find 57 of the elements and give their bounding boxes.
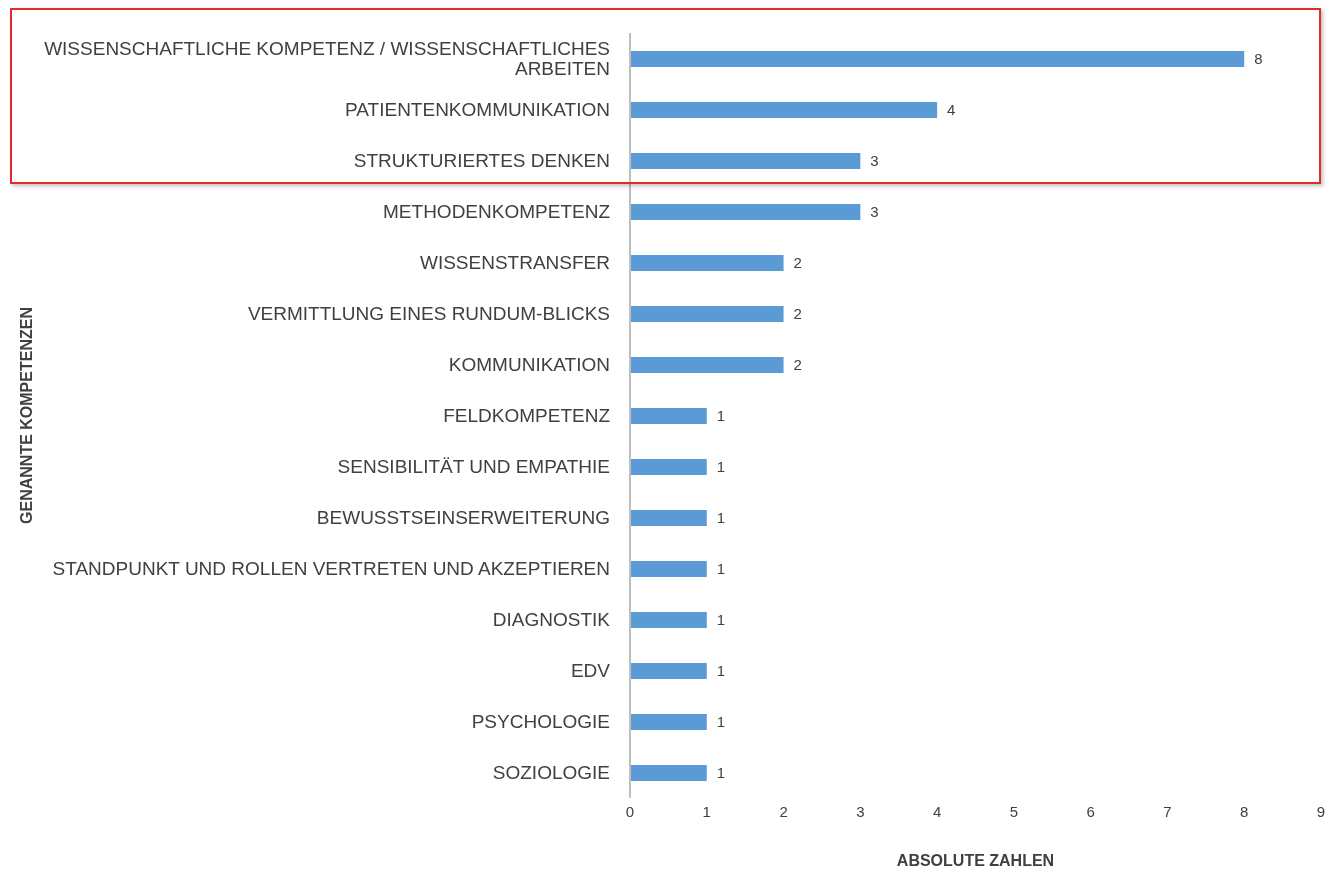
data-label: 3: [870, 203, 879, 221]
x-tick-label: 9: [1316, 802, 1326, 820]
y-tick-label: BEWUSSTSEINSERWEITERUNG: [316, 506, 610, 528]
data-label: 1: [716, 407, 726, 425]
x-tick-label: 0: [625, 802, 635, 820]
bar: [630, 510, 707, 526]
data-label: 1: [716, 560, 726, 578]
y-axis-title: GENANNTE KOMPETENZEN: [17, 307, 35, 524]
x-axis-title: ABSOLUTE ZAHLEN: [896, 852, 1055, 869]
y-tick-label: SENSIBILITÄT UND EMPATHIE: [337, 455, 610, 477]
x-tick-label: 5: [1009, 802, 1019, 820]
bar: [630, 153, 861, 169]
x-tick-label: 2: [779, 802, 788, 820]
data-label: 3: [870, 152, 879, 170]
y-tick-label: WISSENSCHAFTLICHE KOMPETENZ / WISSENSCHAFTLICHES ARBEITEN: [44, 37, 610, 79]
data-label: 2: [793, 305, 802, 323]
y-tick-label: DIAGNOSTIK: [492, 608, 611, 630]
y-tick-label: PSYCHOLOGIE: [471, 710, 610, 732]
data-label: 1: [716, 764, 726, 782]
bar: [630, 714, 707, 730]
x-tick-label: 7: [1163, 802, 1172, 820]
bar: [630, 102, 938, 118]
x-tick-label: 8: [1240, 802, 1249, 820]
bar: [630, 612, 707, 628]
bar: [630, 408, 707, 424]
y-tick-label: SOZIOLOGIE: [492, 761, 610, 783]
bar: [630, 204, 861, 220]
y-tick-label: STRUKTURIERTES DENKEN: [353, 149, 610, 171]
bar: [630, 51, 1245, 67]
bar: [630, 357, 784, 373]
data-label: 1: [716, 458, 726, 476]
data-label: 8: [1254, 50, 1263, 68]
y-tick-label: PATIENTENKOMMUNIKATION: [345, 98, 610, 120]
x-tick-label: 6: [1086, 802, 1095, 820]
data-label: 1: [716, 662, 726, 680]
y-tick-label: STANDPUNKT UND ROLLEN VERTRETEN UND AKZEPTIEREN: [52, 557, 610, 579]
bar: [630, 306, 784, 322]
data-label: 2: [793, 356, 802, 374]
y-tick-label: EDV: [570, 659, 611, 681]
bar: [630, 561, 707, 577]
x-tick-label: 3: [856, 802, 865, 820]
y-tick-label: KOMMUNIKATION: [448, 353, 610, 375]
y-tick-label: FELDKOMPETENZ: [443, 404, 611, 426]
bar: [630, 663, 707, 679]
data-label: 1: [716, 611, 726, 629]
data-label: 1: [716, 713, 726, 731]
y-tick-label: VERMITTLUNG EINES RUNDUM-BLICKS: [247, 302, 610, 324]
data-label: 1: [716, 509, 726, 527]
bar: [630, 255, 784, 271]
y-tick-label: METHODENKOMPETENZ: [383, 200, 611, 222]
x-tick-label: 4: [932, 802, 942, 820]
bar: [630, 459, 707, 475]
bar: [630, 765, 707, 781]
data-label: 2: [793, 254, 802, 272]
x-tick-label: 1: [702, 802, 711, 820]
y-tick-label: WISSENSTRANSFER: [419, 251, 610, 273]
data-label: 4: [947, 101, 956, 119]
